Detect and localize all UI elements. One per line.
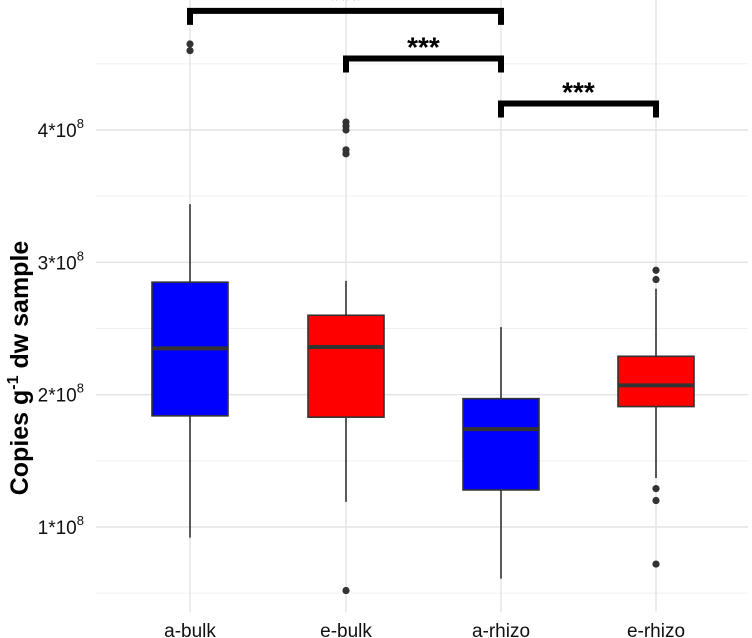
- box-e-bulk: [307, 118, 385, 595]
- outlier-point: [652, 485, 660, 493]
- outlier-point: [652, 275, 660, 284]
- y-axis-title-rest: dw sample: [6, 241, 34, 376]
- box-a-rhizo: [462, 327, 540, 579]
- outlier-point: [652, 560, 660, 568]
- significance-bracket: ***: [498, 77, 659, 118]
- significance-label: ***: [329, 0, 362, 15]
- outlier-point: [652, 496, 660, 505]
- outlier-point: [186, 47, 194, 55]
- x-tick-label: a-rhizo: [472, 621, 530, 638]
- bracket-line: [498, 100, 659, 118]
- y-axis-title: Copies g-1 dw sample: [5, 241, 34, 496]
- y-tick-base: 2*10: [38, 386, 77, 407]
- x-tick-label: e-rhizo: [627, 621, 685, 638]
- bracket-line: [343, 55, 504, 73]
- bracket-line: [187, 7, 504, 25]
- significance-label: ***: [407, 32, 440, 63]
- y-axis-title-superscript: -1: [5, 375, 22, 389]
- y-tick-base: 1*10: [38, 518, 77, 539]
- outlier-point: [342, 586, 350, 595]
- y-tick-exponent: 8: [77, 513, 84, 528]
- significance-bracket: ***: [187, 0, 504, 25]
- y-tick-exponent: 8: [77, 381, 84, 396]
- y-tick-exponent: 8: [77, 116, 84, 131]
- box-body: [307, 314, 385, 418]
- y-tick-label: 3*108: [38, 248, 84, 274]
- significance-label: ***: [562, 77, 595, 108]
- outlier-point: [342, 126, 350, 134]
- y-tick-label: 4*108: [38, 116, 84, 142]
- y-tick-label: 1*108: [38, 513, 84, 539]
- x-tick-label: a-bulk: [164, 621, 216, 638]
- box-a-bulk: [151, 40, 229, 538]
- x-tick-label: e-bulk: [320, 621, 372, 638]
- outlier-point: [342, 150, 350, 158]
- box-e-rhizo: [617, 266, 695, 568]
- y-axis-title-main: Copies g: [6, 390, 34, 496]
- box-body: [617, 355, 695, 408]
- y-tick-exponent: 8: [77, 248, 84, 263]
- y-tick-label: 2*108: [38, 381, 84, 407]
- box-body: [462, 397, 540, 491]
- significance-brackets: *** *** ***: [187, 0, 659, 118]
- y-tick-base: 3*10: [38, 253, 77, 274]
- significance-bracket: ***: [343, 32, 504, 73]
- y-tick-base: 4*10: [38, 121, 77, 142]
- outlier-point: [186, 40, 194, 48]
- box-series: [151, 40, 695, 595]
- outlier-point: [652, 266, 660, 274]
